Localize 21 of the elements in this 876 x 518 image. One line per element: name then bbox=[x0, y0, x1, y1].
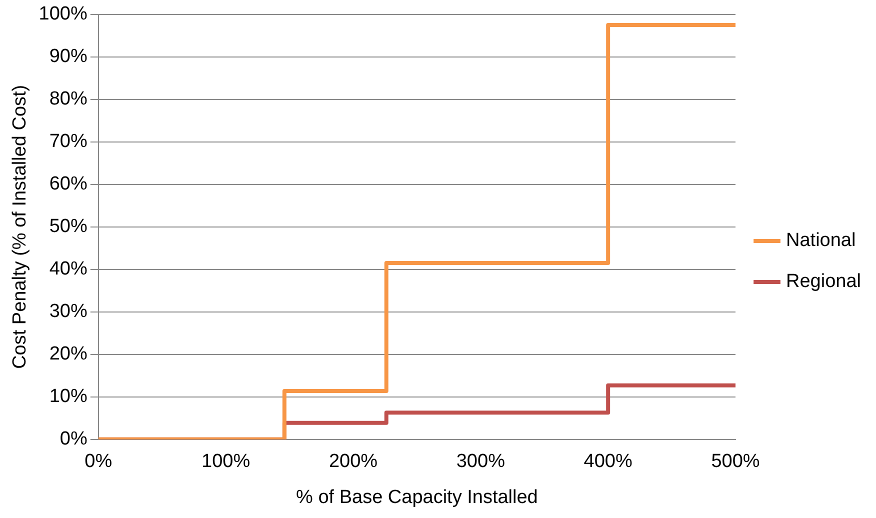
x-tick-label: 100% bbox=[202, 451, 250, 472]
y-tick-label: 90% bbox=[49, 46, 88, 68]
x-tick-label: 500% bbox=[711, 451, 760, 472]
y-tick-label: 80% bbox=[49, 88, 88, 110]
x-axis-title: % of Base Capacity Installed bbox=[296, 486, 538, 508]
y-tick-label: 10% bbox=[49, 386, 88, 408]
x-tick-label: 400% bbox=[584, 451, 632, 472]
x-tick-label: 300% bbox=[456, 451, 506, 472]
legend-label: National bbox=[786, 230, 856, 252]
x-tick-label: 200% bbox=[328, 451, 378, 472]
y-tick-label: 30% bbox=[49, 301, 88, 322]
y-tick-label: 70% bbox=[49, 131, 88, 152]
y-tick-label: 100% bbox=[38, 4, 88, 25]
x-tick-label: 0% bbox=[84, 451, 112, 472]
y-tick-label: 60% bbox=[49, 174, 88, 195]
y-tick-label: 20% bbox=[49, 344, 88, 365]
y-axis-title: Cost Penalty (% of Installed Cost) bbox=[10, 84, 31, 369]
y-tick-label: 0% bbox=[60, 428, 88, 450]
y-tick-label: 40% bbox=[49, 258, 88, 280]
legend-label: Regional bbox=[786, 271, 861, 292]
y-tick-label: 50% bbox=[49, 216, 88, 238]
